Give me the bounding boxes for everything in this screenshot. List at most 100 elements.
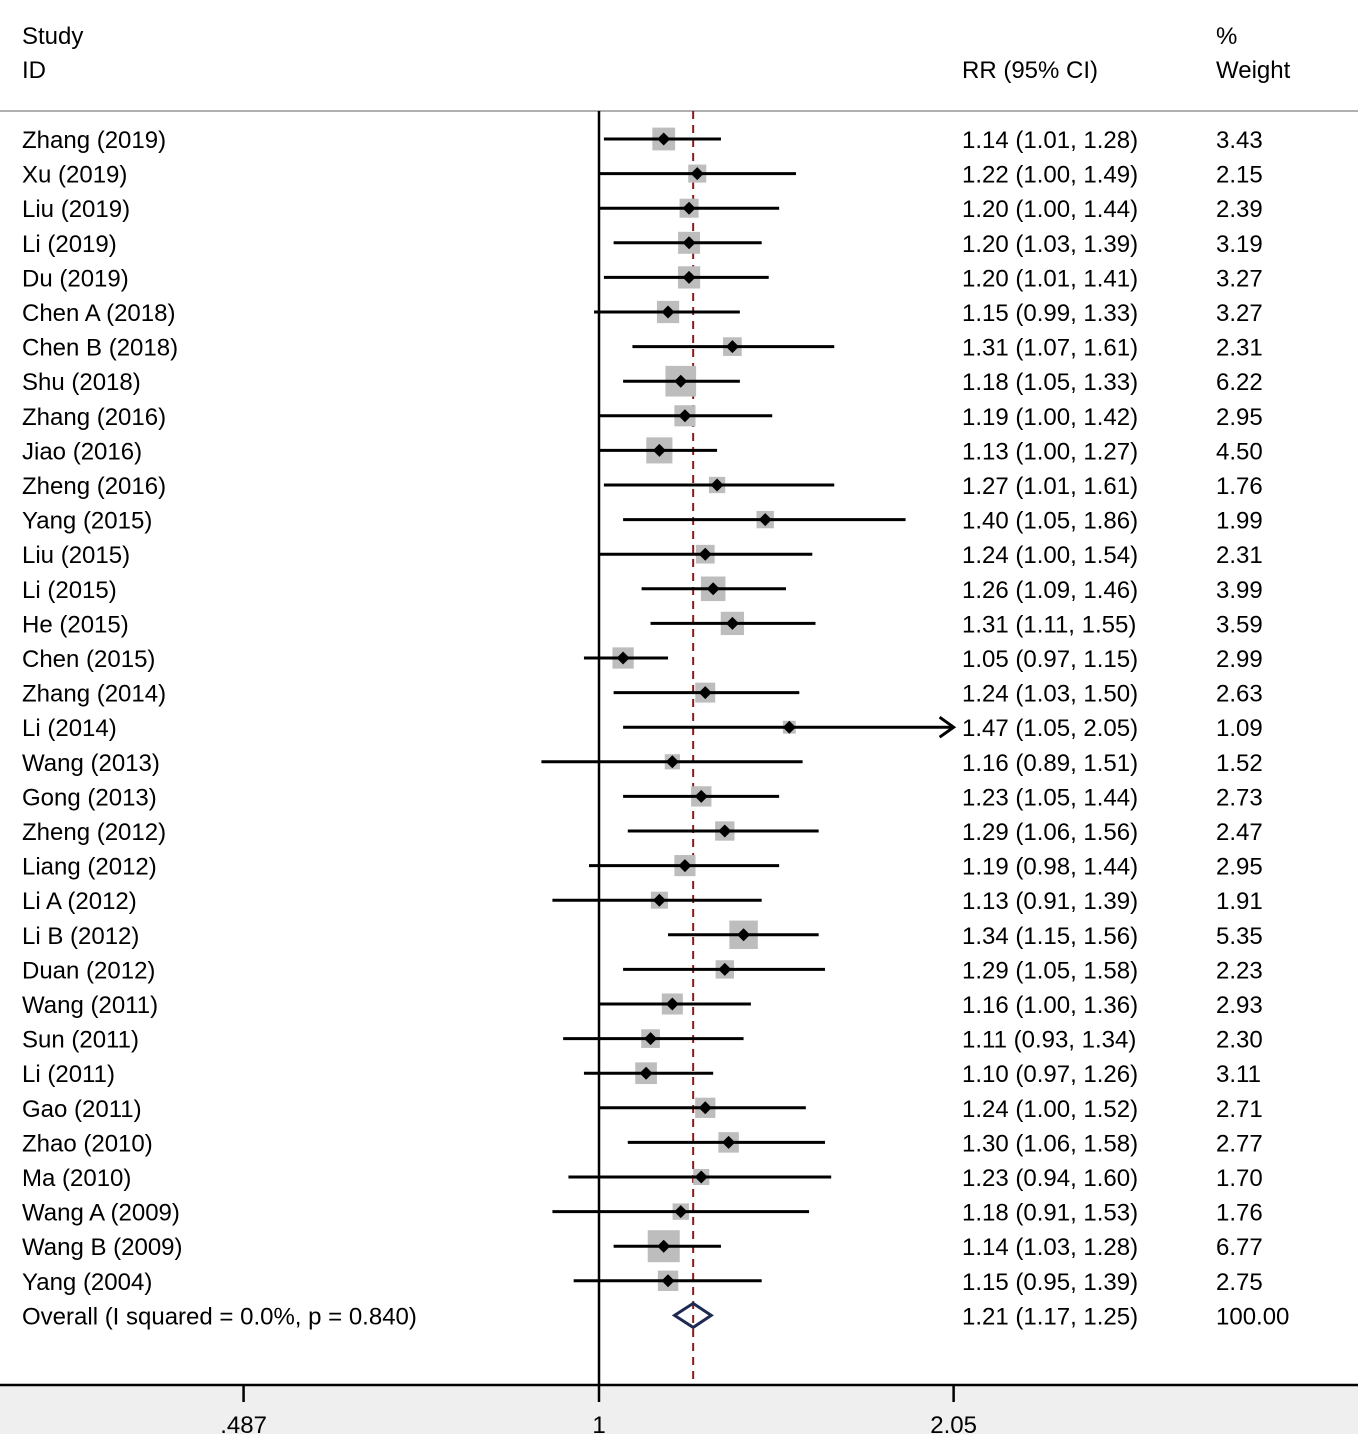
study-label: Zheng (2016) — [22, 473, 166, 500]
study-ci-text: 1.40 (1.05, 1.86) — [962, 508, 1138, 535]
point-estimate — [725, 340, 739, 354]
study-ci-text: 1.19 (0.98, 1.44) — [962, 854, 1138, 881]
study-label: Chen (2015) — [22, 646, 155, 673]
study-ci-text: 1.23 (0.94, 1.60) — [962, 1165, 1138, 1192]
study-label: Wang (2011) — [22, 992, 158, 1019]
header-percent: % — [1216, 23, 1237, 50]
overall-ci-text: 1.21 (1.17, 1.25) — [962, 1303, 1138, 1330]
study-ci-text: 1.30 (1.06, 1.58) — [962, 1130, 1138, 1157]
x-tick-label: 2.05 — [930, 1412, 977, 1434]
study-ci-text: 1.14 (1.03, 1.28) — [962, 1234, 1138, 1261]
study-ci-text: 1.27 (1.01, 1.61) — [962, 473, 1138, 500]
study-label: Liang (2012) — [22, 854, 157, 881]
point-estimate — [758, 513, 772, 527]
study-label: Liu (2019) — [22, 196, 130, 223]
study-ci-text: 1.20 (1.00, 1.44) — [962, 196, 1138, 223]
study-weight-text: 1.70 — [1216, 1165, 1263, 1192]
study-label: Xu (2019) — [22, 162, 127, 189]
point-estimate — [722, 1135, 736, 1149]
study-weight-text: 3.59 — [1216, 611, 1263, 638]
study-label: Ma (2010) — [22, 1165, 131, 1192]
study-ci-text: 1.13 (0.91, 1.39) — [962, 888, 1138, 915]
study-label: Li (2019) — [22, 231, 117, 258]
study-weight-text: 4.50 — [1216, 438, 1263, 465]
study-weight-text: 3.27 — [1216, 265, 1263, 292]
study-ci-text: 1.18 (0.91, 1.53) — [962, 1200, 1138, 1227]
study-ci-text: 1.18 (1.05, 1.33) — [962, 369, 1138, 396]
study-ci-text: 1.31 (1.07, 1.61) — [962, 335, 1138, 362]
study-ci-text: 1.26 (1.09, 1.46) — [962, 577, 1138, 604]
study-label: Li (2014) — [22, 715, 117, 742]
point-estimate — [725, 616, 739, 630]
point-estimate — [661, 305, 675, 319]
axis-band — [0, 1385, 1358, 1434]
study-weight-text: 1.99 — [1216, 508, 1263, 535]
study-weight-text: 1.52 — [1216, 750, 1263, 777]
study-weight-text: 2.47 — [1216, 819, 1263, 846]
point-estimate — [718, 962, 732, 976]
study-ci-text: 1.22 (1.00, 1.49) — [962, 162, 1138, 189]
study-label: Zhang (2019) — [22, 127, 166, 154]
study-weight-text: 2.23 — [1216, 957, 1263, 984]
study-weight-text: 3.19 — [1216, 231, 1263, 258]
point-estimate — [682, 270, 696, 284]
study-label: Li A (2012) — [22, 888, 137, 915]
study-label: He (2015) — [22, 611, 129, 638]
study-label: Zhang (2016) — [22, 404, 166, 431]
header-study: Study — [22, 23, 83, 50]
study-weight-text: 2.75 — [1216, 1269, 1263, 1296]
study-rows: Zhang (2019) 1.14 (1.01, 1.28) 3.43 Xu (201… — [22, 127, 1263, 1296]
point-estimate — [690, 167, 704, 181]
point-estimate — [674, 1205, 688, 1219]
study-weight-text: 3.99 — [1216, 577, 1263, 604]
study-weight-text: 2.77 — [1216, 1130, 1263, 1157]
study-label: Liu (2015) — [22, 542, 130, 569]
study-label: Zheng (2012) — [22, 819, 166, 846]
study-ci-text: 1.24 (1.03, 1.50) — [962, 681, 1138, 708]
study-label: Yang (2015) — [22, 508, 152, 535]
study-weight-text: 1.09 — [1216, 715, 1263, 742]
study-weight-text: 3.11 — [1216, 1061, 1261, 1088]
study-ci-text: 1.16 (1.00, 1.36) — [962, 992, 1138, 1019]
study-label: Wang (2013) — [22, 750, 160, 777]
ci-arrow — [938, 715, 957, 739]
study-label: Gong (2013) — [22, 784, 157, 811]
point-estimate — [718, 824, 732, 838]
study-ci-text: 1.11 (0.93, 1.34) — [962, 1027, 1136, 1054]
study-ci-text: 1.19 (1.00, 1.42) — [962, 404, 1138, 431]
point-estimate — [678, 409, 692, 423]
study-ci-text: 1.13 (1.00, 1.27) — [962, 438, 1138, 465]
study-label: Wang A (2009) — [22, 1200, 180, 1227]
point-estimate — [682, 201, 696, 215]
point-estimate — [710, 478, 724, 492]
overall-weight-text: 100.00 — [1216, 1303, 1289, 1330]
study-weight-text: 2.71 — [1216, 1096, 1263, 1123]
header-weight: Weight — [1216, 57, 1291, 84]
study-label: Li (2015) — [22, 577, 117, 604]
study-ci-text: 1.20 (1.01, 1.41) — [962, 265, 1138, 292]
study-weight-text: 2.15 — [1216, 162, 1263, 189]
study-ci-text: 1.15 (0.95, 1.39) — [962, 1269, 1138, 1296]
point-estimate — [644, 1032, 658, 1046]
overall-label: Overall (I squared = 0.0%, p = 0.840) — [22, 1303, 417, 1330]
study-label: Du (2019) — [22, 265, 129, 292]
study-weight-text: 3.43 — [1216, 127, 1263, 154]
study-weight-text: 2.95 — [1216, 854, 1263, 881]
study-weight-text: 2.93 — [1216, 992, 1263, 1019]
point-estimate — [665, 997, 679, 1011]
study-weight-text: 2.99 — [1216, 646, 1263, 673]
study-ci-text: 1.16 (0.89, 1.51) — [962, 750, 1138, 777]
study-weight-text: 2.31 — [1216, 335, 1263, 362]
study-ci-text: 1.29 (1.05, 1.58) — [962, 957, 1138, 984]
point-estimate — [698, 547, 712, 561]
study-ci-text: 1.24 (1.00, 1.54) — [962, 542, 1138, 569]
point-estimate — [652, 443, 666, 457]
study-label: Li B (2012) — [22, 923, 139, 950]
header-effect: RR (95% CI) — [962, 57, 1098, 84]
study-ci-text: 1.47 (1.05, 2.05) — [962, 715, 1138, 742]
study-label: Li (2011) — [22, 1061, 115, 1088]
study-weight-text: 2.95 — [1216, 404, 1263, 431]
study-weight-text: 2.30 — [1216, 1027, 1263, 1054]
study-ci-text: 1.23 (1.05, 1.44) — [962, 784, 1138, 811]
